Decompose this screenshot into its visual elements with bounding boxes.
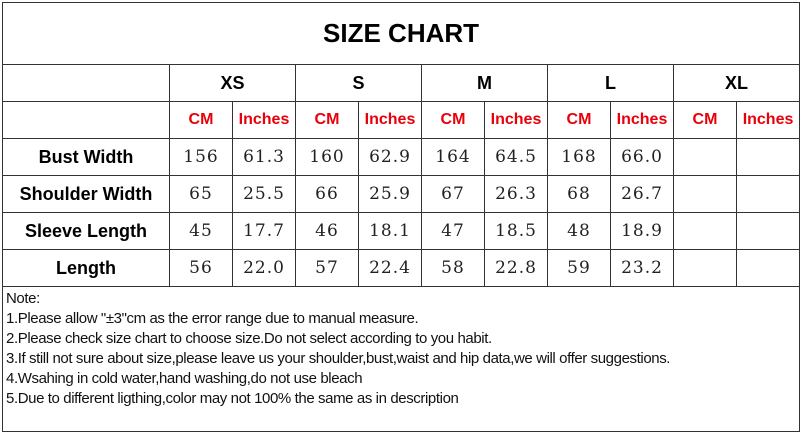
value-inches: 23.2 [610,249,674,287]
value-inches: 18.9 [610,212,674,250]
value-cm [673,249,737,287]
value-inches: 26.7 [610,175,674,213]
empty-corner [2,101,170,139]
value-cm: 66 [295,175,359,213]
value-inches: 22.0 [232,249,296,287]
value-cm: 56 [169,249,233,287]
unit-inches: Inches [735,101,801,139]
empty-corner [2,64,170,102]
size-s: S [295,64,422,102]
note-item: 5.Due to different ligthing,color may no… [6,390,459,407]
measurement-row: Sleeve Length 45 17.7 46 18.1 47 18.5 48 18.9 [2,212,801,250]
note-item: 4.Wsahing in cold water,hand washing,do … [6,370,363,387]
unit-cm: CM [295,101,359,139]
note-item: 2.Please check size chart to choose size… [6,330,492,347]
value-cm: 59 [547,249,611,287]
row-label: Shoulder Width [2,175,170,213]
value-inches: 61.3 [232,138,296,176]
unit-inches: Inches [232,101,296,139]
note-item: 1.Please allow "±3"cm as the error range… [6,310,419,327]
size-xs: XS [169,64,296,102]
value-cm: 67 [421,175,485,213]
value-cm [673,175,737,213]
value-cm: 45 [169,212,233,250]
note-item: 3.If still not sure about size,please le… [6,350,671,367]
unit-inches: Inches [484,101,548,139]
value-cm: 68 [547,175,611,213]
unit-cm: CM [169,101,233,139]
value-inches: 25.5 [232,175,296,213]
value-cm: 164 [421,138,485,176]
unit-inches: Inches [358,101,422,139]
notes-section: Note: 1.Please allow "±3"cm as the error… [1,286,801,432]
value-inches: 22.4 [358,249,422,287]
unit-inches: Inches [610,101,674,139]
size-header-row: XS S M L XL [2,64,801,102]
value-cm: 65 [169,175,233,213]
value-inches [735,138,801,176]
value-cm: 160 [295,138,359,176]
value-inches: 64.5 [484,138,548,176]
chart-title: SIZE CHART [1,2,801,65]
value-inches: 62.9 [358,138,422,176]
measurement-row: Length 56 22.0 57 22.4 58 22.8 59 23.2 [2,249,801,287]
value-inches: 18.1 [358,212,422,250]
value-inches [735,175,801,213]
unit-cm: CM [673,101,737,139]
value-cm: 46 [295,212,359,250]
measurement-row: Shoulder Width 65 25.5 66 25.9 67 26.3 68 26.7 [2,175,801,213]
value-inches: 22.8 [484,249,548,287]
value-cm: 156 [169,138,233,176]
unit-cm: CM [421,101,485,139]
unit-cm: CM [547,101,611,139]
measurement-row: Bust Width 156 61.3 160 62.9 164 64.5 168 66.0 [2,138,801,176]
value-inches: 25.9 [358,175,422,213]
value-cm: 58 [421,249,485,287]
value-inches: 66.0 [610,138,674,176]
value-inches: 18.5 [484,212,548,250]
value-cm: 57 [295,249,359,287]
value-inches: 17.7 [232,212,296,250]
size-m: M [421,64,548,102]
value-cm: 48 [547,212,611,250]
unit-header-row: CM Inches CM Inches CM Inches CM Inches … [2,101,801,139]
row-label: Bust Width [2,138,170,176]
value-cm: 47 [421,212,485,250]
value-cm [673,212,737,250]
value-inches [735,249,801,287]
notes-heading: Note: [6,290,40,307]
value-cm [673,138,737,176]
value-cm: 168 [547,138,611,176]
row-label: Length [2,249,170,287]
value-inches: 26.3 [484,175,548,213]
row-label: Sleeve Length [2,212,170,250]
value-inches [735,212,801,250]
size-xl: XL [672,64,801,102]
size-l: L [547,64,674,102]
